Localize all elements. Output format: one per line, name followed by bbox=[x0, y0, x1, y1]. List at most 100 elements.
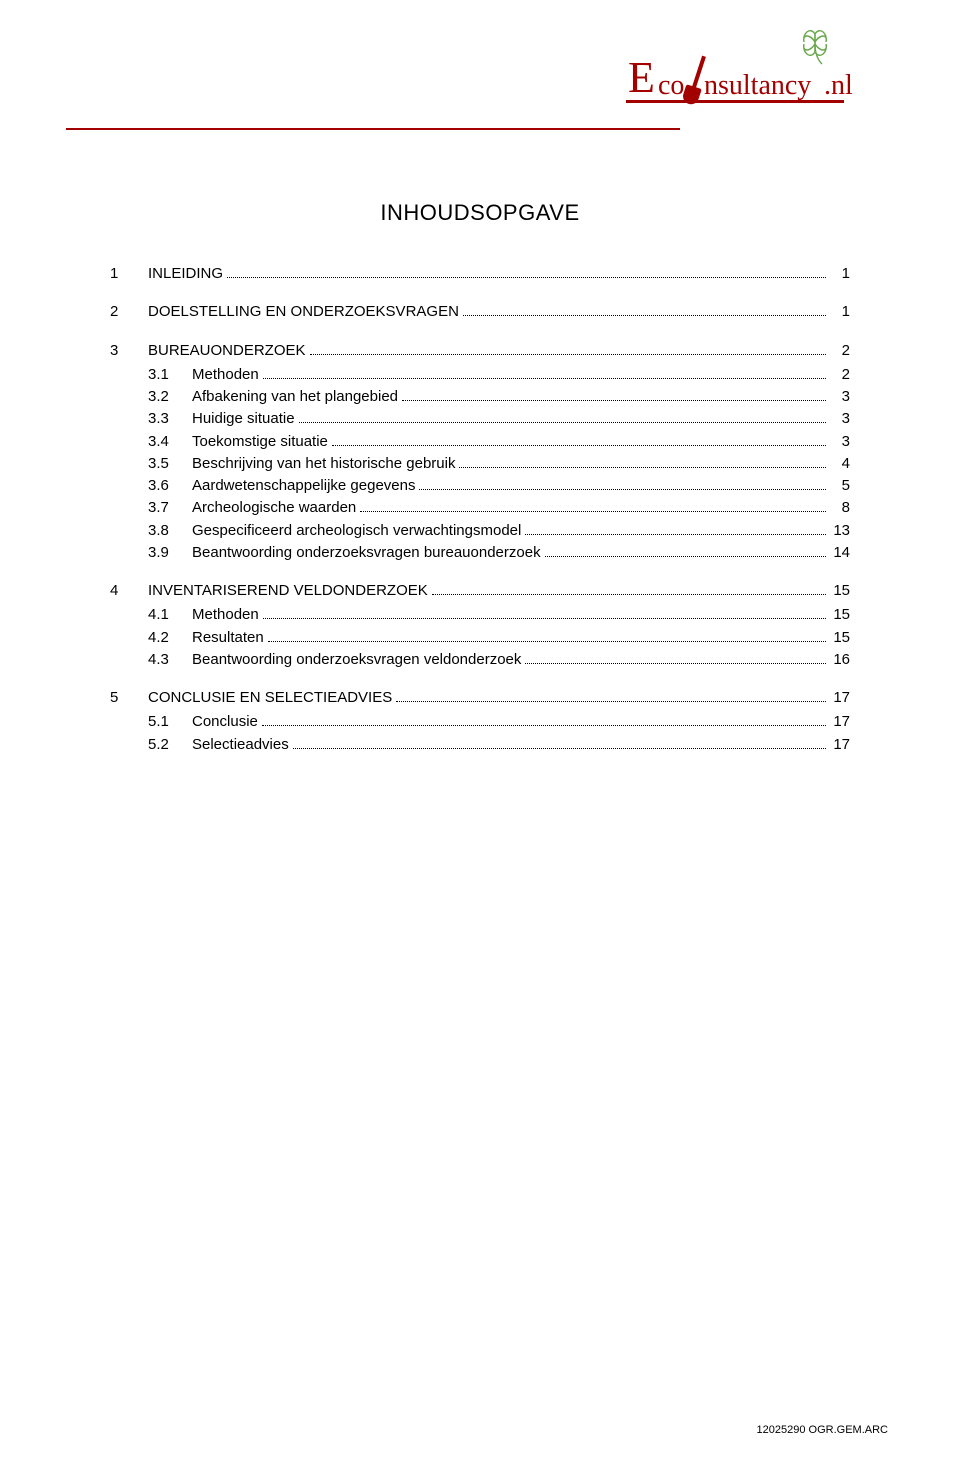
toc-number: 1 bbox=[110, 264, 148, 284]
toc-subsection-row[interactable]: 4.2Resultaten 15 bbox=[148, 628, 850, 648]
toc-page: 15 bbox=[830, 581, 850, 601]
brand-tld: .nl bbox=[824, 70, 853, 102]
toc-number: 3.8 bbox=[148, 521, 192, 541]
toc-number: 3.9 bbox=[148, 543, 192, 563]
toc-leader bbox=[525, 663, 826, 664]
toc-page: 15 bbox=[830, 628, 850, 648]
toc-page: 3 bbox=[830, 409, 850, 429]
brand-letter-e: E bbox=[628, 52, 655, 103]
toc-leader bbox=[545, 556, 826, 557]
toc-label: Methoden bbox=[192, 605, 259, 625]
toc-list: 1INLEIDING12DOELSTELLING EN ONDERZOEKSVR… bbox=[110, 264, 850, 755]
toc-leader bbox=[459, 467, 826, 468]
toc-subsection-row[interactable]: 3.6Aardwetenschappelijke gegevens5 bbox=[148, 476, 850, 496]
toc-page: 2 bbox=[830, 341, 850, 361]
toc-subsection-row[interactable]: 4.1Methoden 15 bbox=[148, 605, 850, 625]
toc-leader bbox=[402, 400, 826, 401]
toc-number: 5.2 bbox=[148, 735, 192, 755]
brand-logo: E co nsultancy .nl bbox=[628, 48, 848, 112]
toc-label: Beantwoording onderzoeksvragen bureauond… bbox=[192, 543, 541, 563]
toc-leader bbox=[227, 277, 826, 278]
toc-leader bbox=[463, 315, 826, 316]
toc-page: 1 bbox=[830, 264, 850, 284]
toc-label: Beantwoording onderzoeksvragen veldonder… bbox=[192, 650, 521, 670]
brand-underline bbox=[626, 100, 844, 103]
toc-leader bbox=[419, 489, 826, 490]
toc-section-row[interactable]: 1INLEIDING1 bbox=[110, 264, 850, 284]
toc-label: Methoden bbox=[192, 365, 259, 385]
toc-page: 17 bbox=[830, 712, 850, 732]
toc-page: 3 bbox=[830, 432, 850, 452]
toc-leader bbox=[432, 594, 826, 595]
toc-number: 3.6 bbox=[148, 476, 192, 496]
toc-number: 3.1 bbox=[148, 365, 192, 385]
header-rule bbox=[66, 128, 680, 130]
toc-section-row[interactable]: 5CONCLUSIE EN SELECTIEADVIES17 bbox=[110, 688, 850, 708]
toc-number: 4.3 bbox=[148, 650, 192, 670]
toc-subsection-row[interactable]: 5.2Selectieadvies 17 bbox=[148, 735, 850, 755]
toc-leader bbox=[310, 354, 826, 355]
toc-leader bbox=[332, 445, 826, 446]
toc-leader bbox=[268, 641, 826, 642]
toc-label: Gespecificeerd archeologisch verwachting… bbox=[192, 521, 521, 541]
toc-leader bbox=[293, 748, 826, 749]
toc-subsection-row[interactable]: 3.3Huidige situatie3 bbox=[148, 409, 850, 429]
toc-number: 4.2 bbox=[148, 628, 192, 648]
toc-subsection-row[interactable]: 5.1Conclusie17 bbox=[148, 712, 850, 732]
toc-subsection-row[interactable]: 4.3Beantwoording onderzoeksvragen veldon… bbox=[148, 650, 850, 670]
toc-subsection-row[interactable]: 3.4Toekomstige situatie 3 bbox=[148, 432, 850, 452]
toc-subsection-row[interactable]: 3.5Beschrijving van het historische gebr… bbox=[148, 454, 850, 474]
toc-number: 5.1 bbox=[148, 712, 192, 732]
toc-section-row[interactable]: 4INVENTARISEREND VELDONDERZOEK 15 bbox=[110, 581, 850, 601]
toc-label: Selectieadvies bbox=[192, 735, 289, 755]
toc-number: 3.5 bbox=[148, 454, 192, 474]
toc-subsection-row[interactable]: 3.1Methoden 2 bbox=[148, 365, 850, 385]
toc-number: 4 bbox=[110, 581, 148, 601]
brand-rest: nsultancy bbox=[704, 70, 811, 102]
toc-label: INVENTARISEREND VELDONDERZOEK bbox=[148, 581, 428, 601]
toc-section-row[interactable]: 3BUREAUONDERZOEK 2 bbox=[110, 341, 850, 361]
toc-number: 5 bbox=[110, 688, 148, 708]
toc-leader bbox=[263, 618, 826, 619]
toc-section-row[interactable]: 2DOELSTELLING EN ONDERZOEKSVRAGEN 1 bbox=[110, 302, 850, 322]
toc-page: 8 bbox=[830, 498, 850, 518]
toc-label: DOELSTELLING EN ONDERZOEKSVRAGEN bbox=[148, 302, 459, 322]
toc-number: 3.7 bbox=[148, 498, 192, 518]
toc-subsection-row[interactable]: 3.7Archeologische waarden 8 bbox=[148, 498, 850, 518]
toc-leader bbox=[299, 422, 826, 423]
toc-label: Resultaten bbox=[192, 628, 264, 648]
toc-page: 2 bbox=[830, 365, 850, 385]
toc-page: 16 bbox=[830, 650, 850, 670]
toc-page: 15 bbox=[830, 605, 850, 625]
toc-label: BUREAUONDERZOEK bbox=[148, 341, 306, 361]
toc-page: 14 bbox=[830, 543, 850, 563]
toc-label: Toekomstige situatie bbox=[192, 432, 328, 452]
toc-page: 17 bbox=[830, 735, 850, 755]
toc-subsection-row[interactable]: 3.8Gespecificeerd archeologisch verwacht… bbox=[148, 521, 850, 541]
toc-leader bbox=[360, 511, 826, 512]
footer-docref: 12025290 OGR.GEM.ARC bbox=[757, 1424, 888, 1436]
toc-number: 2 bbox=[110, 302, 148, 322]
toc-page: 4 bbox=[830, 454, 850, 474]
toc-label: Huidige situatie bbox=[192, 409, 295, 429]
toc-page: 1 bbox=[830, 302, 850, 322]
toc-number: 3.4 bbox=[148, 432, 192, 452]
toc-label: Archeologische waarden bbox=[192, 498, 356, 518]
toc-label: CONCLUSIE EN SELECTIEADVIES bbox=[148, 688, 392, 708]
toc-subsection-row[interactable]: 3.9Beantwoording onderzoeksvragen bureau… bbox=[148, 543, 850, 563]
toc-label: Beschrijving van het historische gebruik bbox=[192, 454, 455, 474]
brand-header: E co nsultancy .nl bbox=[628, 48, 888, 138]
toc-content: INHOUDSOPGAVE 1INLEIDING12DOELSTELLING E… bbox=[110, 200, 850, 757]
toc-leader bbox=[263, 378, 826, 379]
toc-leader bbox=[262, 725, 826, 726]
toc-label: INLEIDING bbox=[148, 264, 223, 284]
toc-subsection-row[interactable]: 3.2Afbakening van het plangebied 3 bbox=[148, 387, 850, 407]
toc-number: 3.2 bbox=[148, 387, 192, 407]
toc-number: 4.1 bbox=[148, 605, 192, 625]
toc-label: Afbakening van het plangebied bbox=[192, 387, 398, 407]
toc-label: Aardwetenschappelijke gegevens bbox=[192, 476, 415, 496]
toc-page: 3 bbox=[830, 387, 850, 407]
toc-leader bbox=[525, 534, 826, 535]
toc-number: 3 bbox=[110, 341, 148, 361]
toc-page: 13 bbox=[830, 521, 850, 541]
